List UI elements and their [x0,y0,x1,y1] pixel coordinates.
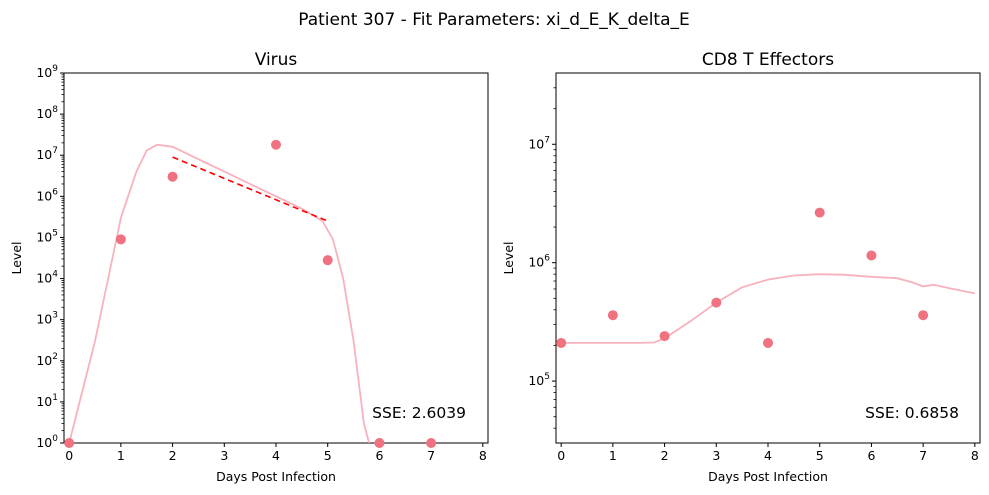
y-tick-label: 105 [528,372,550,388]
figure-title: Patient 307 - Fit Parameters: xi_d_E_K_d… [298,10,690,30]
data-point [64,438,75,448]
x-tick-label: 7 [427,448,435,463]
data-point [918,310,929,321]
data-point [711,297,722,308]
x-tick-label: 0 [557,448,565,463]
x-tick-label: 3 [712,448,720,463]
data-point [271,139,281,150]
plot-frame [63,72,489,444]
cd8-y-axis-label: Level [501,242,516,275]
cd8-x-axis-label: Days Post Infection [708,469,828,484]
cd8-panel-title: CD8 T Effectors [702,50,834,70]
y-tick-label: 100 [36,434,58,450]
cd8-effectors-panel: CD8 T Effectors Days Post Infection Leve… [501,50,981,484]
x-tick-label: 7 [919,448,927,463]
y-tick-label: 108 [36,105,58,121]
data-point [659,331,670,342]
y-tick-label: 105 [36,228,58,244]
data-point [866,250,877,261]
y-tick-label: 103 [36,311,58,327]
x-tick-label: 2 [169,448,177,463]
data-point [374,438,385,448]
data-point [763,337,773,348]
data-point [426,438,437,448]
y-tick-label: 107 [36,146,58,162]
data-point [556,337,567,348]
x-tick-label: 1 [609,448,617,463]
x-tick-label: 8 [971,448,979,463]
x-tick-label: 0 [65,448,73,463]
virus-sse-annotation: SSE: 2.6039 [372,404,466,422]
model-fit-line [68,143,370,443]
plot-frame [555,72,981,444]
model-fit-line [561,273,975,344]
y-tick-label: 109 [36,64,58,80]
x-tick-label: 8 [479,448,487,463]
y-tick-label: 106 [528,254,550,270]
data-point [167,171,178,182]
x-tick-label: 1 [117,448,125,463]
y-tick-label: 104 [36,270,58,286]
y-tick-label: 107 [528,135,550,151]
x-tick-label: 3 [220,448,228,463]
data-point [322,255,333,266]
y-tick-label: 101 [36,393,58,409]
x-tick-label: 2 [661,448,669,463]
trend-line [172,156,329,222]
virus-panel-title: Virus [255,50,298,70]
x-tick-label: 5 [816,448,824,463]
cd8-sse-annotation: SSE: 0.6858 [865,404,959,422]
data-point [814,207,825,218]
x-tick-label: 4 [272,448,280,463]
data-point [115,234,126,245]
virus-panel: Virus Days Post Infection Level 0 1 2 3 4 5 6 7… [9,50,489,484]
y-tick-label: 106 [36,187,58,203]
x-tick-label: 5 [324,448,332,463]
x-tick-label: 6 [867,448,875,463]
x-tick-label: 6 [375,448,383,463]
x-tick-label: 4 [764,448,772,463]
virus-x-axis-label: Days Post Infection [216,469,336,484]
data-point [607,310,618,321]
virus-y-axis-label: Level [9,242,24,275]
y-tick-label: 102 [36,352,58,368]
